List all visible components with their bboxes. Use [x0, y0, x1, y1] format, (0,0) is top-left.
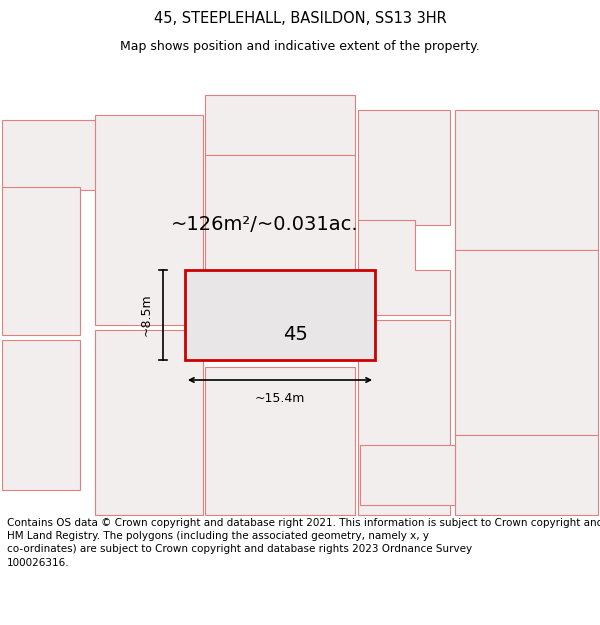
Bar [95, 115, 203, 325]
Text: 45: 45 [283, 325, 308, 344]
Bar [358, 110, 450, 225]
Text: ~126m²/~0.031ac.: ~126m²/~0.031ac. [171, 216, 359, 234]
Bar [2, 187, 80, 335]
Bar [360, 445, 455, 505]
Polygon shape [358, 220, 450, 315]
Bar [2, 120, 100, 190]
Text: ~8.5m: ~8.5m [140, 294, 153, 336]
Bar [358, 320, 450, 515]
Text: 45, STEEPLEHALL, BASILDON, SS13 3HR: 45, STEEPLEHALL, BASILDON, SS13 3HR [154, 11, 446, 26]
Bar [205, 155, 355, 270]
Bar [95, 330, 203, 515]
Bar [205, 95, 355, 155]
Bar [455, 435, 598, 515]
Bar [455, 250, 598, 435]
Bar [205, 367, 355, 515]
Text: Contains OS data © Crown copyright and database right 2021. This information is : Contains OS data © Crown copyright and d… [7, 518, 600, 568]
Bar [2, 340, 80, 490]
Text: ~15.4m: ~15.4m [255, 392, 305, 405]
Bar [455, 110, 598, 250]
Bar [185, 270, 375, 360]
Text: Map shows position and indicative extent of the property.: Map shows position and indicative extent… [120, 39, 480, 52]
